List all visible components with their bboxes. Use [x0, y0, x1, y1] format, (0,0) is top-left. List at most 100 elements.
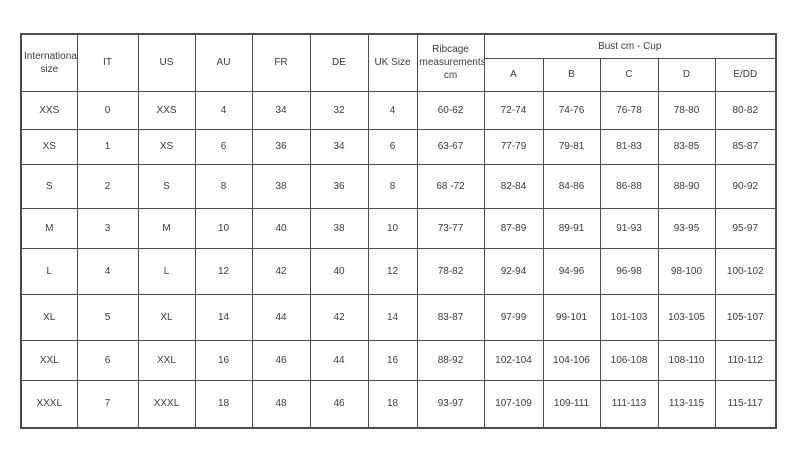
header-row-top: International size IT US AU FR DE UK Siz… [20, 33, 777, 92]
table-row: L 4 L 12 42 40 12 78-82 92-94 94-96 96-98 98-100 100… [20, 247, 777, 295]
table-cell: 18 [194, 379, 253, 429]
table-cell: 44 [309, 339, 369, 381]
table-cell: 86-88 [599, 163, 659, 209]
table-row: XS 1 XS 6 36 34 6 63-67 77-79 79-81 81-83 83-85 85-8… [20, 128, 777, 165]
column-header-us: US [137, 33, 196, 92]
table-row: XL 5 XL 14 44 42 14 83-87 97-99 99-101 101-103 103-… [20, 293, 777, 341]
table-cell: 74-76 [542, 90, 601, 130]
column-header-cup-edd: E/DD [714, 57, 777, 92]
table-cell: XXS [137, 90, 196, 130]
table-row: M 3 M 10 40 38 10 73-77 87-89 89-91 91-93 93-95 95-9… [20, 207, 777, 249]
table-cell: 4 [194, 90, 253, 130]
header-row-cups: A B C D E/DD [21, 57, 777, 92]
table-cell: 89-91 [542, 207, 601, 249]
column-header-cup-c: C [599, 57, 659, 92]
table-cell: XL [20, 293, 78, 341]
table-cell: 101-103 [599, 293, 659, 341]
table-cell: 1 [76, 128, 139, 165]
size-table-header: International size IT US AU FR DE UK Siz… [20, 33, 777, 92]
table-cell: M [20, 207, 78, 249]
table-cell: 76-78 [599, 90, 659, 130]
table-cell: 105-107 [714, 293, 777, 341]
table-cell: 48 [251, 379, 311, 429]
table-cell: S [20, 163, 78, 209]
table-cell: 10 [194, 207, 253, 249]
table-cell: 38 [251, 163, 311, 209]
table-cell: XS [20, 128, 78, 165]
table-cell: 42 [251, 247, 311, 295]
table-row: XXS 0 XXS 4 34 32 4 60-62 72-74 74-76 76-78 78-80 80… [20, 90, 777, 130]
column-header-it: IT [76, 33, 139, 92]
column-header-uk-size: UK Size [367, 33, 418, 92]
table-cell: 16 [194, 339, 253, 381]
table-cell: 110-112 [714, 339, 777, 381]
table-cell: 82-84 [483, 163, 544, 209]
table-cell: 83-85 [657, 128, 716, 165]
table-cell: 99-101 [542, 293, 601, 341]
table-cell: 92-94 [483, 247, 544, 295]
table-cell: 97-99 [483, 293, 544, 341]
table-cell: 108-110 [657, 339, 716, 381]
table-cell: 7 [76, 379, 139, 429]
table-cell: XXL [137, 339, 196, 381]
table-cell: 0 [76, 90, 139, 130]
column-header-au: AU [194, 33, 253, 92]
table-cell: 78-80 [657, 90, 716, 130]
table-row: S 2 S 8 38 36 8 68 -72 82-84 84-86 86-88 88-90 90-92 [20, 163, 777, 209]
table-cell: 2 [76, 163, 139, 209]
table-cell: 60-62 [416, 90, 485, 130]
column-header-ribcage: Ribcage measurements cm [416, 33, 485, 92]
table-cell: 80-82 [714, 90, 777, 130]
table-cell: 4 [76, 247, 139, 295]
table-cell: 68 -72 [416, 163, 485, 209]
table-cell: 8 [194, 163, 253, 209]
table-cell: 73-77 [416, 207, 485, 249]
size-table-body: XXS 0 XXS 4 34 32 4 60-62 72-74 74-76 76-78 78-80 80… [20, 90, 777, 429]
table-cell: 88-92 [416, 339, 485, 381]
column-header-cup-d: D [657, 57, 716, 92]
table-cell: 98-100 [657, 247, 716, 295]
table-cell: 4 [367, 90, 418, 130]
table-cell: 79-81 [542, 128, 601, 165]
table-cell: XXXL [137, 379, 196, 429]
table-cell: 46 [309, 379, 369, 429]
table-cell: 84-86 [542, 163, 601, 209]
column-header-de: DE [309, 33, 369, 92]
table-cell: 36 [251, 128, 311, 165]
table-cell: 16 [367, 339, 418, 381]
table-cell: 96-98 [599, 247, 659, 295]
table-cell: 5 [76, 293, 139, 341]
size-chart-table: International size IT US AU FR DE UK Siz… [20, 33, 778, 429]
table-cell: 103-105 [657, 293, 716, 341]
table-cell: 87-89 [483, 207, 544, 249]
table-cell: 8 [367, 163, 418, 209]
table-cell: XL [137, 293, 196, 341]
table-row: XXXL 7 XXXL 18 48 46 18 93-97 107-109 109-111 111-… [20, 379, 777, 429]
column-header-cup-a: A [483, 57, 544, 92]
table-cell: 46 [251, 339, 311, 381]
column-header-cup-b: B [542, 57, 601, 92]
table-cell: 3 [76, 207, 139, 249]
table-cell: 40 [309, 247, 369, 295]
table-cell: 14 [194, 293, 253, 341]
table-cell: 81-83 [599, 128, 659, 165]
size-chart: International size IT US AU FR DE UK Siz… [20, 33, 778, 429]
table-cell: 113-115 [657, 379, 716, 429]
table-cell: 83-87 [416, 293, 485, 341]
table-cell: 63-67 [416, 128, 485, 165]
column-header-fr: FR [251, 33, 311, 92]
table-cell: S [137, 163, 196, 209]
column-header-bust-cup-group: Bust cm - Cup [483, 33, 777, 59]
table-cell: 111-113 [599, 379, 659, 429]
table-cell: 95-97 [714, 207, 777, 249]
table-cell: 10 [367, 207, 418, 249]
table-cell: 107-109 [483, 379, 544, 429]
table-cell: XS [137, 128, 196, 165]
table-cell: 102-104 [483, 339, 544, 381]
table-cell: 90-92 [714, 163, 777, 209]
table-cell: 72-74 [483, 90, 544, 130]
table-cell: 100-102 [714, 247, 777, 295]
table-cell: 12 [194, 247, 253, 295]
table-cell: L [137, 247, 196, 295]
table-cell: 94-96 [542, 247, 601, 295]
